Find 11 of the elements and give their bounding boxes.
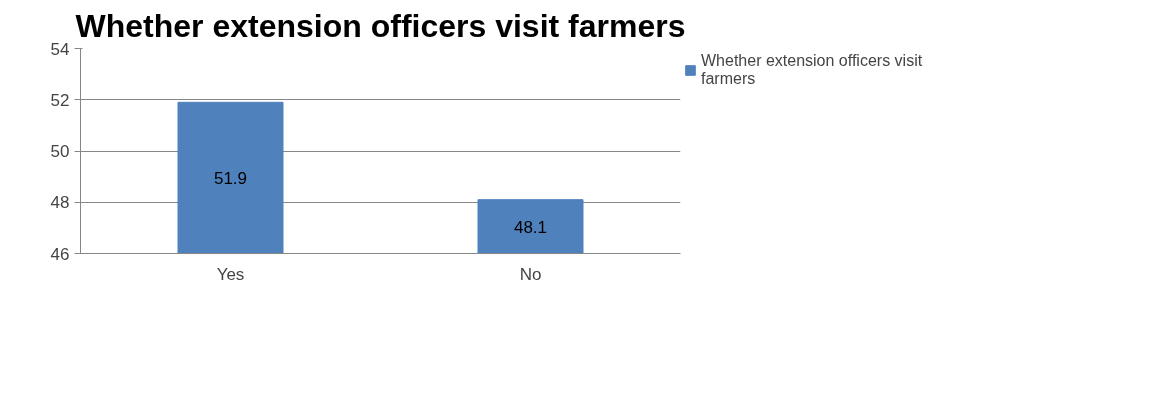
- y-tick-label: 50: [50, 142, 70, 161]
- data-label: 48.1: [513, 217, 548, 237]
- chart-title: Whether extension officers visit farmers: [75, 7, 686, 44]
- y-tick-label: 48: [50, 193, 70, 213]
- legend-label: Whether extension officers visit farmers: [701, 52, 923, 88]
- y-tick-label: 46: [50, 244, 70, 264]
- y-tick-label: 52: [50, 90, 70, 110]
- data-label: 51.9: [213, 168, 248, 188]
- x-tick-label: Yes: [216, 264, 245, 284]
- x-tick-label: No: [519, 264, 542, 284]
- y-tick-label: 54: [50, 39, 70, 59]
